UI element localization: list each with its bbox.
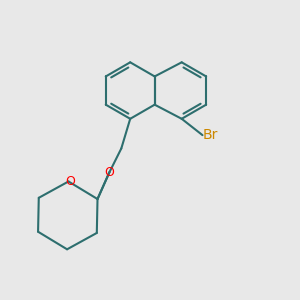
Text: O: O	[65, 175, 75, 188]
Text: Br: Br	[202, 128, 218, 142]
Text: O: O	[104, 166, 114, 179]
